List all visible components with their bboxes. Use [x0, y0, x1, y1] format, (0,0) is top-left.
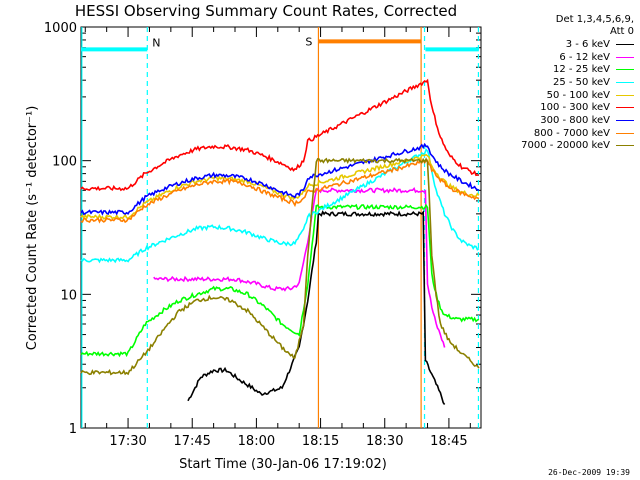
series-line-6 — [80, 142, 480, 216]
legend-entry: 3 - 6 keV — [484, 38, 634, 51]
series-line-8 — [80, 157, 480, 376]
legend-label: 100 - 300 keV — [540, 102, 610, 114]
x-tick-label: 17:45 — [173, 434, 210, 449]
y-tick-label: 1 — [69, 422, 77, 437]
series-line-2 — [80, 203, 480, 358]
legend-entry: 50 - 100 keV — [484, 89, 634, 102]
legend-swatch — [616, 94, 634, 96]
legend-entry: 25 - 50 keV — [484, 76, 634, 89]
legend-header-line-1: Det 1,3,4,5,6,9, — [555, 14, 634, 25]
legend-swatch — [616, 69, 634, 71]
y-tick-label: 10 — [60, 288, 77, 303]
chart-title: HESSI Observing Summary Count Rates, Cor… — [75, 2, 457, 20]
x-tick-label: 17:30 — [109, 434, 146, 449]
plot-area: 1 10 100 1000 17:30 17:45 18:00 18:15 18:30 18:45… — [44, 21, 482, 449]
annotation-n: N — [152, 36, 160, 49]
x-tick-label: 18:45 — [430, 434, 467, 449]
legend-entry: 6 - 12 keV — [484, 51, 634, 64]
series-line-7 — [80, 159, 480, 224]
legend-label: 50 - 100 keV — [546, 89, 610, 101]
x-tick-label: 18:15 — [302, 434, 339, 449]
legend: Det 1,3,4,5,6,9, Att 0 3 - 6 keV 6 - 12 k… — [484, 14, 634, 152]
series-line-1 — [153, 186, 446, 348]
legend-label: 25 - 50 keV — [552, 76, 610, 88]
legend-swatch — [616, 81, 634, 83]
legend-entry: 800 - 7000 keV — [484, 127, 634, 140]
annotation-s: S — [305, 35, 312, 48]
legend-label: 3 - 6 keV — [565, 38, 610, 50]
legend-entry: 7000 - 20000 keV — [484, 140, 634, 153]
legend-label: 300 - 800 keV — [540, 114, 610, 126]
legend-label: 800 - 7000 keV — [533, 127, 610, 139]
legend-entry: 300 - 800 keV — [484, 114, 634, 127]
footer-timestamp: 26-Dec-2009 19:39 — [548, 468, 630, 477]
series-line-3 — [80, 148, 480, 264]
y-axis-label: Corrected Count Rate (s⁻¹ detector⁻¹) — [25, 106, 40, 351]
x-tick-label: 18:00 — [238, 434, 275, 449]
y-tick-label: 1000 — [44, 21, 77, 36]
legend-swatch — [616, 107, 634, 109]
legend-swatch — [616, 145, 634, 147]
legend-entry: 12 - 25 keV — [484, 63, 634, 76]
legend-header-line-2: Att 0 — [609, 26, 634, 37]
legend-label: 12 - 25 keV — [552, 64, 610, 76]
legend-swatch — [616, 56, 634, 58]
legend-label: 6 - 12 keV — [559, 51, 610, 63]
legend-swatch — [616, 43, 634, 45]
plot-frame — [80, 26, 482, 429]
series-line-5 — [80, 78, 479, 192]
legend-entry: 100 - 300 keV — [484, 101, 634, 114]
series-line-0 — [187, 210, 446, 405]
x-axis-label: Start Time (30-Jan-06 17:19:02) — [179, 457, 387, 472]
legend-label: 7000 - 20000 keV — [521, 140, 610, 152]
legend-swatch — [616, 132, 634, 134]
y-tick-label: 100 — [52, 155, 77, 170]
x-tick-label: 18:30 — [366, 434, 403, 449]
legend-swatch — [616, 119, 634, 121]
